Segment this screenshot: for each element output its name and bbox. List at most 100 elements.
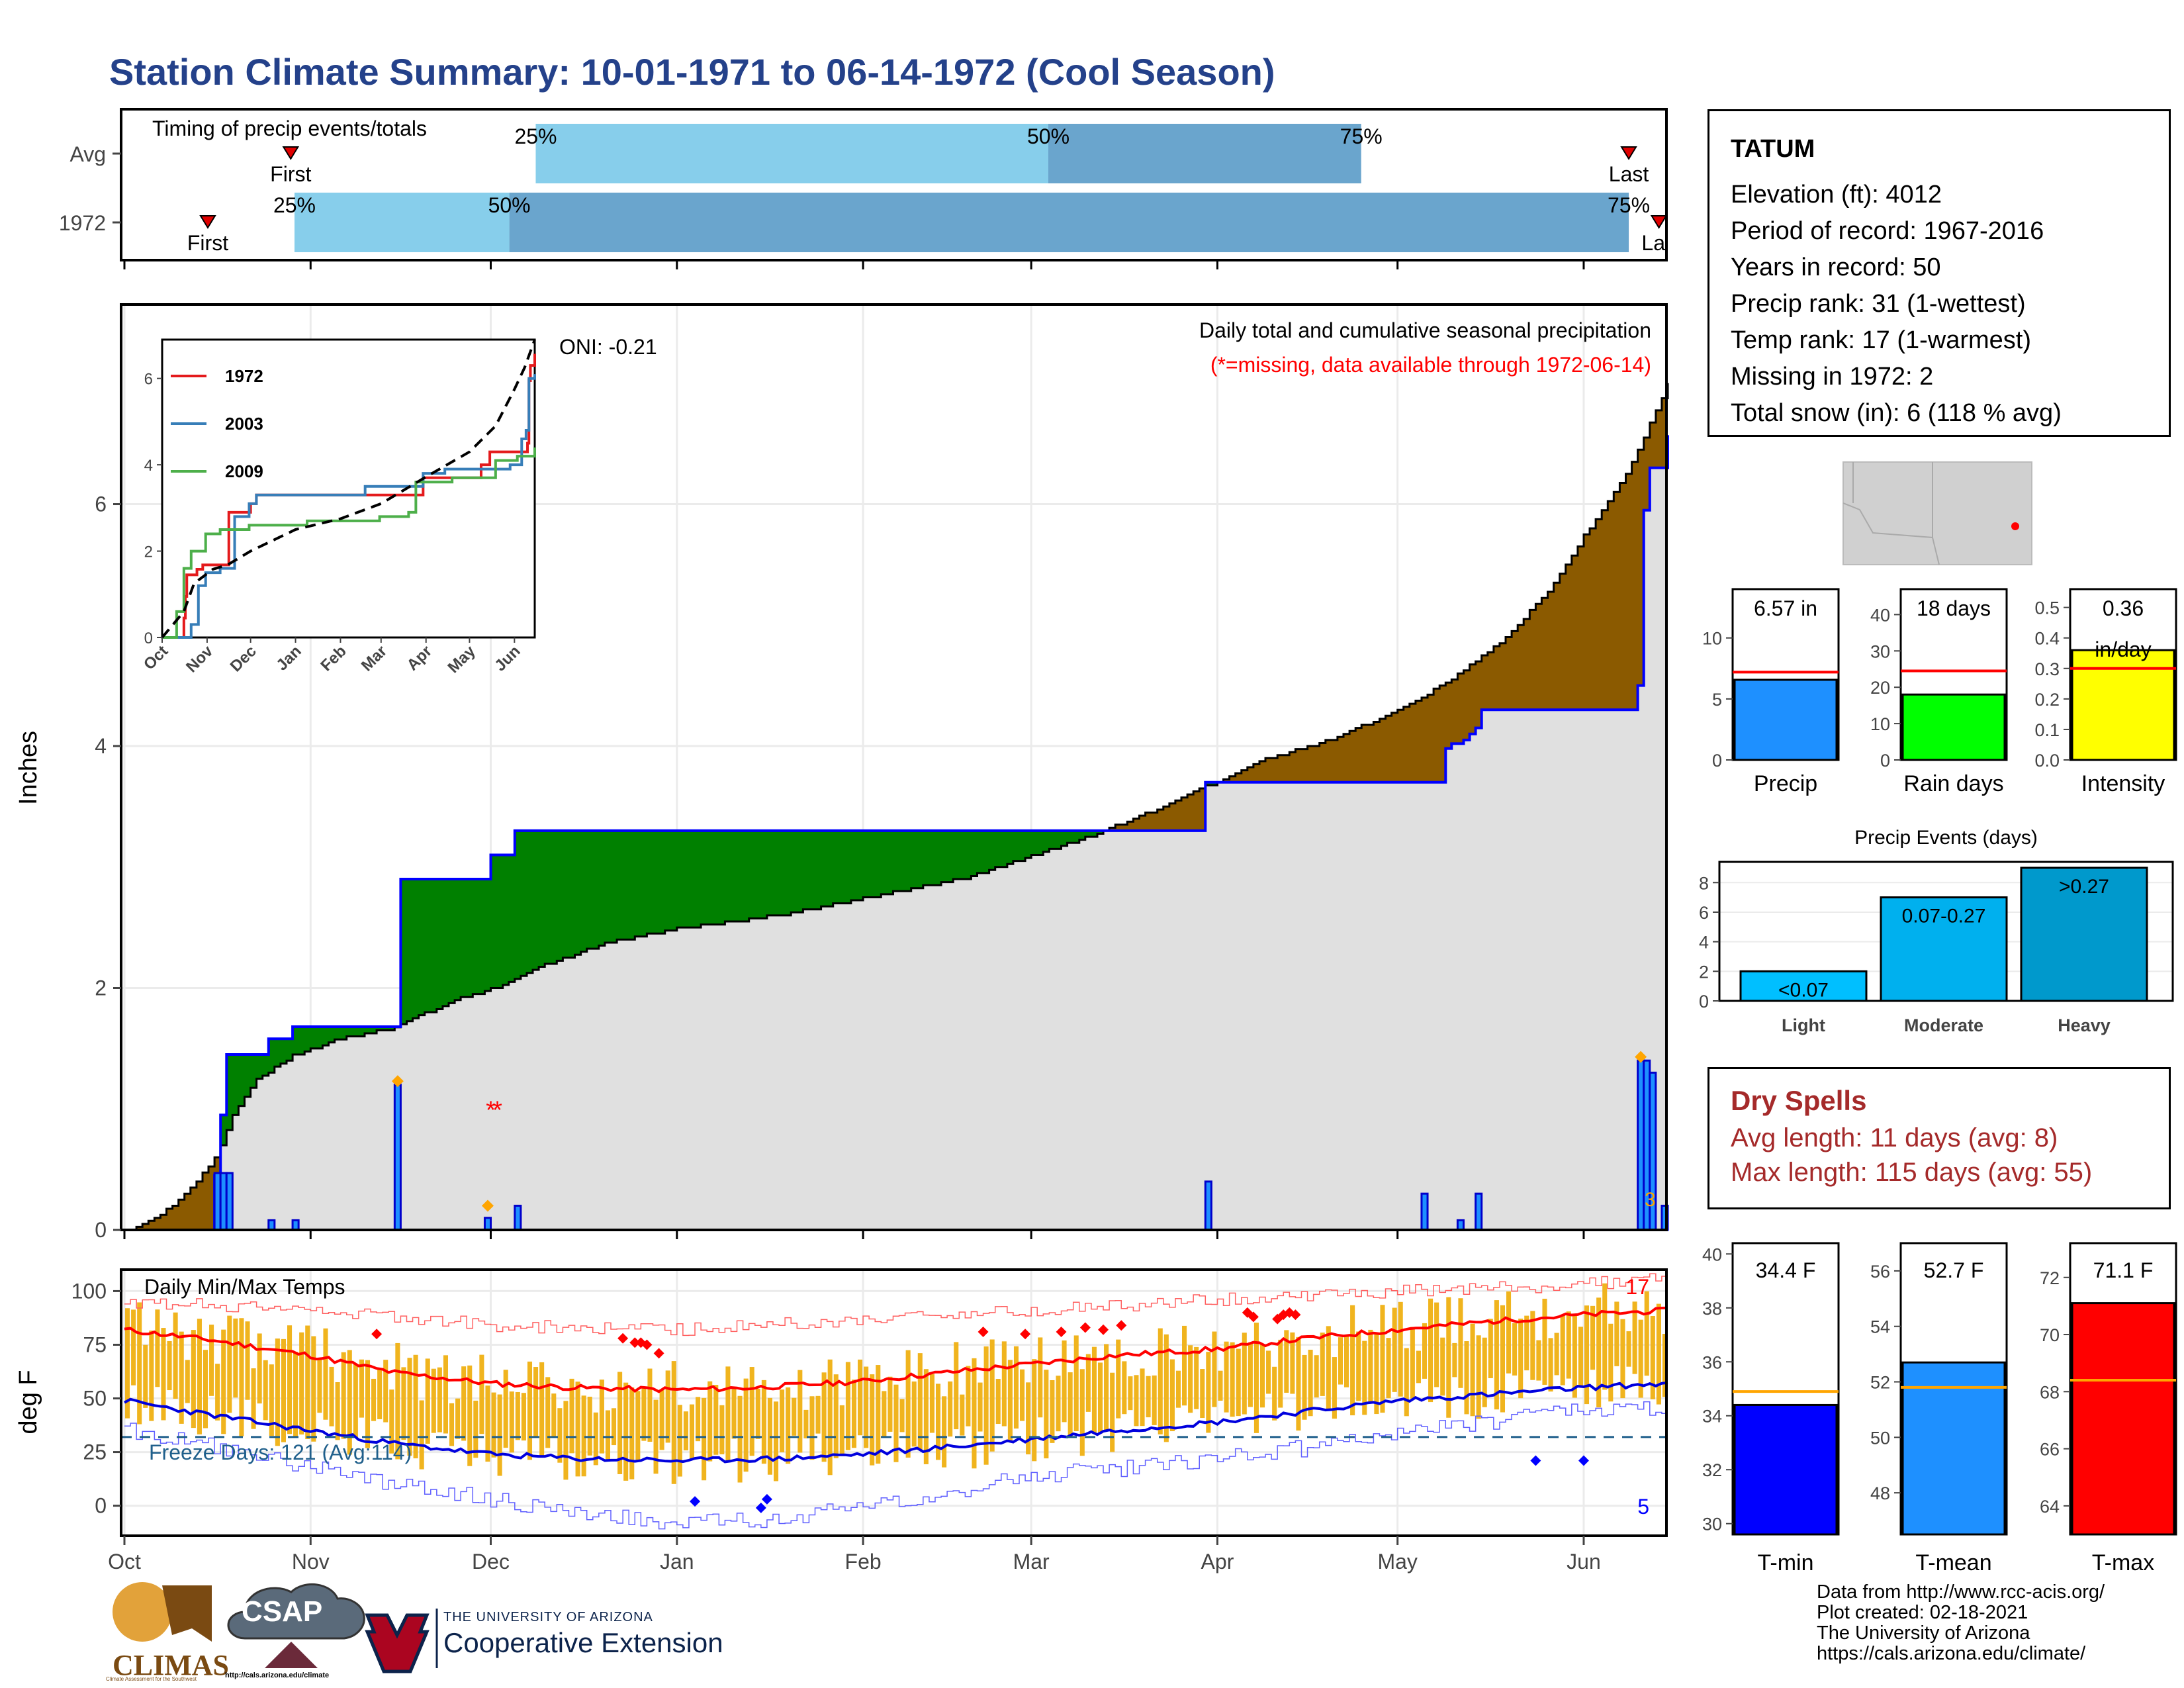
daily-precip-bar bbox=[514, 1204, 522, 1231]
area-common bbox=[124, 435, 1668, 1230]
daily-temp-bar bbox=[1368, 1329, 1373, 1403]
daily-temp-bar bbox=[683, 1411, 688, 1451]
timing-label-25: 25% bbox=[273, 193, 316, 217]
daily-temp-bar bbox=[1548, 1338, 1553, 1392]
daily-temp-bar bbox=[1506, 1291, 1512, 1374]
logo-strip: CLIMAS Climate Assessment for the Southw… bbox=[106, 1575, 768, 1682]
precip-events-y-tick-label: 6 bbox=[1699, 903, 1709, 923]
daily-temp-bar bbox=[635, 1391, 641, 1460]
daily-temp-bar bbox=[215, 1364, 220, 1421]
temp-y-tick-label: 75 bbox=[83, 1333, 107, 1356]
daily-temp-bar bbox=[989, 1339, 995, 1452]
average-max-line bbox=[124, 1306, 1668, 1393]
daily-temp-bar bbox=[1554, 1333, 1559, 1376]
corner-count-label: 3 bbox=[1645, 1189, 1656, 1211]
summary-y-tick-label: 10 bbox=[1702, 629, 1722, 649]
daily-temp-bar bbox=[1392, 1307, 1397, 1392]
record-high-marker bbox=[1056, 1327, 1067, 1338]
csap-logo-url: http://cals.arizona.edu/climate bbox=[225, 1671, 330, 1679]
daily-temp-bar bbox=[1038, 1337, 1043, 1418]
temp-y-tick-label: 25 bbox=[83, 1440, 107, 1464]
daily-temp-bar bbox=[1134, 1375, 1139, 1427]
daily-temp-bar bbox=[623, 1382, 629, 1481]
csap-mountain-icon bbox=[265, 1642, 318, 1668]
station-info-box: TATUM Elevation (ft): 4012 Period of rec… bbox=[1707, 109, 2171, 437]
station-elevation: Elevation (ft): 4012 bbox=[1731, 181, 1942, 209]
daily-temp-bar bbox=[317, 1359, 322, 1413]
csap-cloud-icon bbox=[227, 1583, 365, 1640]
daily-precip-bar bbox=[267, 1219, 276, 1231]
timing-label-25: 25% bbox=[514, 124, 557, 148]
daily-temp-bar bbox=[329, 1366, 334, 1427]
daily-temp-bar bbox=[1530, 1311, 1535, 1380]
daily-temp-bar bbox=[425, 1358, 430, 1444]
daily-temp-bar bbox=[1248, 1342, 1253, 1407]
precip-event-category: Moderate bbox=[1904, 1015, 1983, 1035]
daily-temp-bar bbox=[677, 1405, 682, 1477]
daily-temp-bar bbox=[1644, 1291, 1649, 1376]
daily-temp-bar bbox=[917, 1353, 923, 1451]
daily-temp-bar bbox=[323, 1328, 328, 1420]
temp-summary-y-tick-label: 32 bbox=[1702, 1460, 1722, 1480]
daily-temp-bar bbox=[533, 1367, 539, 1438]
temp-summary-y-tick-label: 50 bbox=[1870, 1428, 1890, 1448]
daily-temp-bar bbox=[833, 1374, 839, 1458]
temp-y-tick-label: 100 bbox=[71, 1279, 107, 1303]
daily-temp-bar bbox=[1104, 1344, 1109, 1430]
daily-temp-bar bbox=[1266, 1350, 1271, 1394]
daily-temp-bar bbox=[1259, 1344, 1265, 1408]
daily-temp-bar bbox=[1440, 1337, 1445, 1396]
daily-temp-bar bbox=[527, 1361, 533, 1460]
daily-temp-bar bbox=[269, 1364, 274, 1436]
daily-temp-bar bbox=[1212, 1331, 1217, 1407]
dry-spells-title: Dry Spells bbox=[1731, 1085, 1867, 1116]
daily-temp-bar bbox=[185, 1360, 190, 1403]
daily-temp-bar bbox=[966, 1366, 971, 1427]
record-high-line bbox=[124, 1273, 1668, 1336]
daily-temp-bar bbox=[461, 1366, 467, 1441]
climas-logo: CLIMAS bbox=[113, 1649, 230, 1681]
missing-data-marker: * bbox=[492, 1096, 502, 1124]
daily-temp-bar bbox=[935, 1383, 941, 1460]
timing-last-label: La bbox=[1641, 231, 1665, 255]
precip-events-title: Precip Events (days) bbox=[1854, 827, 2038, 849]
summary-y-tick-label: 10 bbox=[1870, 714, 1890, 734]
climas-sun-icon bbox=[113, 1582, 172, 1642]
daily-temp-bar bbox=[365, 1360, 371, 1448]
daily-temp-bar bbox=[1163, 1334, 1169, 1442]
temp-summary-value: 52.7 F bbox=[1924, 1258, 1984, 1282]
ua-logo-line1: THE UNIVERSITY OF ARIZONA bbox=[443, 1610, 653, 1624]
daily-temp-bar bbox=[1182, 1325, 1187, 1406]
temp-y-axis-label: deg F bbox=[15, 1370, 42, 1434]
daily-temp-bar bbox=[575, 1382, 580, 1477]
timing-title: Timing of precip events/totals bbox=[152, 117, 427, 140]
daily-temp-bar bbox=[1542, 1298, 1547, 1385]
timing-label-75: 75% bbox=[1608, 193, 1650, 217]
precip-event-range: >0.27 bbox=[2059, 876, 2109, 898]
daily-temp-bar bbox=[725, 1366, 731, 1461]
daily-temp-bar bbox=[377, 1368, 383, 1419]
precip-events-y-tick-label: 8 bbox=[1699, 873, 1709, 893]
daily-temp-bar bbox=[341, 1352, 346, 1439]
timing-bar-25-50 bbox=[294, 193, 510, 252]
daily-precip-marker bbox=[1635, 1051, 1647, 1063]
daily-temp-bar bbox=[233, 1318, 238, 1398]
precip-event-bar bbox=[2020, 867, 2148, 1002]
credit-created: Plot created: 02-18-2021 bbox=[1817, 1602, 2028, 1623]
daily-temp-bar bbox=[870, 1374, 875, 1466]
daily-temp-bar bbox=[1026, 1382, 1031, 1455]
daily-temp-bar bbox=[359, 1359, 364, 1418]
daily-temp-bar bbox=[803, 1409, 809, 1438]
daily-temp-bar bbox=[647, 1368, 653, 1442]
record-low-marker bbox=[755, 1502, 766, 1513]
daily-temp-bar bbox=[1085, 1354, 1091, 1412]
daily-temp-bar bbox=[287, 1325, 293, 1434]
main-frame bbox=[120, 303, 1668, 1231]
daily-temp-bar bbox=[227, 1315, 232, 1413]
daily-temp-bar bbox=[299, 1332, 304, 1435]
timing-first-label: First bbox=[187, 231, 228, 255]
daily-temp-bar bbox=[1626, 1331, 1631, 1367]
dry-spells-max: Max length: 115 days (avg: 55) bbox=[1731, 1158, 2093, 1187]
daily-precip-bar bbox=[1204, 1180, 1212, 1231]
